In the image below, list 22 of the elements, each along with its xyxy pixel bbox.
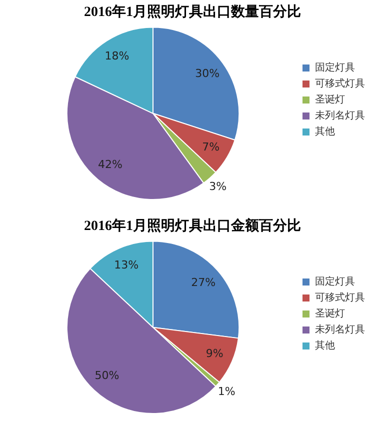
data-label: 1% xyxy=(218,385,236,398)
legend-label: 可移式灯具 xyxy=(315,78,365,90)
data-label: 27% xyxy=(191,276,216,289)
legend-label: 其他 xyxy=(315,126,335,138)
chart-title: 2016年1月照明灯具出口数量百分比 xyxy=(84,4,301,20)
data-label: 7% xyxy=(202,140,220,154)
data-label: 18% xyxy=(104,50,130,63)
legend-label: 固定灯具 xyxy=(315,276,355,288)
legend-label: 圣诞灯 xyxy=(315,94,345,106)
data-label: 13% xyxy=(114,258,139,272)
data-label: 3% xyxy=(209,180,227,193)
legend-label: 固定灯具 xyxy=(315,62,355,74)
legend-label: 未列名灯具 xyxy=(315,324,365,336)
legend-label: 可移式灯具 xyxy=(315,292,365,304)
chart-title: 2016年1月照明灯具出口金额百分比 xyxy=(84,217,301,234)
data-label: 50% xyxy=(94,369,120,382)
data-label: 9% xyxy=(206,346,224,360)
data-label: 42% xyxy=(98,158,122,172)
legend-label: 圣诞灯 xyxy=(315,308,345,320)
legend-label: 未列名灯具 xyxy=(315,110,365,122)
data-label: 30% xyxy=(195,66,220,80)
legend-label: 其他 xyxy=(315,340,335,352)
